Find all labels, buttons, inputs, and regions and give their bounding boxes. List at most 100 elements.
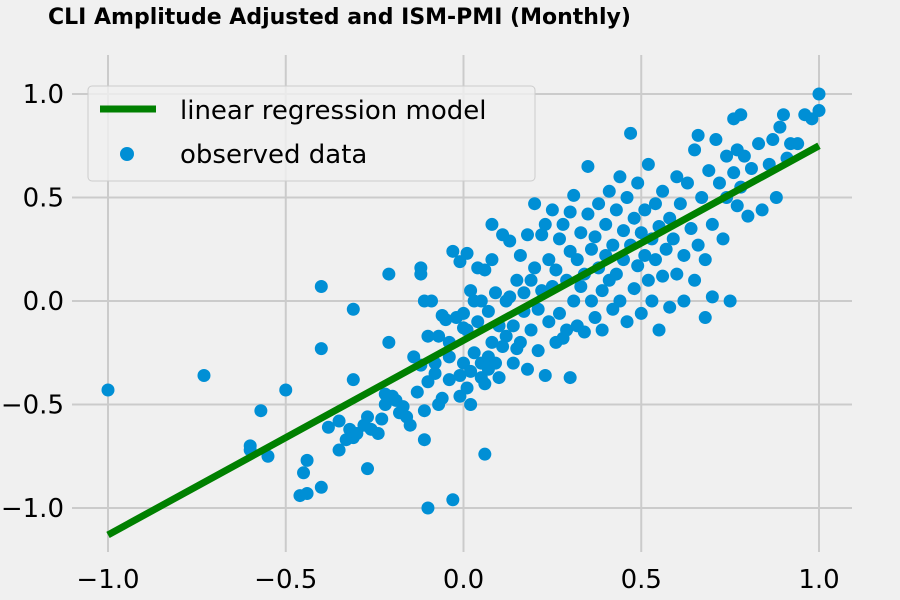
data-point (382, 267, 396, 281)
legend-marker-observed (120, 147, 134, 161)
data-point (659, 242, 673, 256)
data-point (506, 319, 520, 333)
data-point (560, 323, 574, 337)
data-point (297, 466, 311, 480)
data-point (670, 170, 684, 184)
data-point (702, 164, 716, 178)
data-point (439, 313, 453, 327)
data-point (279, 383, 293, 397)
data-point (666, 232, 680, 246)
y-tick-label: 1.0 (23, 80, 64, 110)
data-point (727, 166, 741, 180)
data-point (688, 143, 702, 157)
data-point (556, 217, 570, 231)
data-point (314, 280, 328, 294)
y-tick-label: −1.0 (1, 494, 64, 524)
data-point (417, 433, 431, 447)
data-point (563, 371, 577, 385)
data-point (361, 410, 375, 424)
data-point (520, 362, 534, 376)
data-point (766, 133, 780, 147)
data-point (627, 282, 641, 296)
chart-title: CLI Amplitude Adjusted and ISM-PMI (Mont… (48, 5, 631, 30)
data-point (503, 290, 517, 304)
data-point (425, 294, 439, 308)
data-point (684, 222, 698, 236)
data-point (197, 369, 211, 383)
data-point (549, 263, 563, 277)
data-point (638, 203, 652, 217)
data-point (542, 253, 556, 267)
data-point (488, 286, 502, 300)
data-point (631, 259, 645, 273)
data-point (346, 302, 360, 316)
data-point (528, 197, 542, 211)
data-point (535, 228, 549, 242)
data-point (481, 304, 495, 318)
data-point (531, 344, 545, 358)
data-point (506, 356, 520, 370)
data-point (588, 311, 602, 325)
data-point (332, 414, 346, 428)
data-point (542, 315, 556, 329)
x-tick-label: 1.0 (798, 565, 839, 595)
x-tick-label: −0.5 (254, 565, 317, 595)
data-point (627, 211, 641, 225)
data-point (652, 323, 666, 337)
data-point (656, 184, 670, 198)
data-point (620, 315, 634, 329)
data-point (478, 447, 492, 461)
data-point (574, 280, 588, 294)
data-point (588, 230, 602, 244)
data-point (638, 248, 652, 262)
data-point (446, 493, 460, 507)
data-point (446, 244, 460, 258)
data-point (361, 462, 375, 476)
data-point (663, 300, 677, 314)
data-point (723, 294, 737, 308)
data-point (552, 306, 566, 320)
data-point (428, 366, 442, 380)
data-point (620, 191, 634, 204)
data-point (531, 302, 545, 316)
data-point (457, 306, 470, 320)
data-point (599, 217, 613, 231)
data-point (101, 383, 115, 397)
data-point (812, 104, 826, 118)
data-point (332, 443, 346, 457)
data-point (698, 253, 712, 267)
data-point (631, 176, 645, 190)
data-point (752, 137, 766, 151)
data-point (741, 209, 755, 223)
data-point (709, 133, 723, 147)
regression-line (106, 142, 821, 538)
scatter-points (101, 87, 826, 515)
data-point (641, 273, 655, 287)
data-point (499, 329, 513, 343)
data-point (460, 246, 474, 260)
data-point (403, 418, 417, 432)
legend-label-regression: linear regression model (180, 96, 486, 126)
data-point (513, 248, 527, 262)
data-point (677, 294, 691, 308)
data-point (517, 286, 531, 300)
data-point (538, 369, 552, 383)
legend-label-observed: observed data (180, 140, 367, 170)
data-point (528, 261, 542, 275)
y-tick-label: 0.5 (23, 184, 64, 214)
data-point (300, 487, 314, 501)
data-point (648, 197, 662, 211)
data-point (410, 385, 424, 399)
data-point (634, 226, 648, 240)
data-point (478, 377, 492, 391)
data-point (705, 290, 719, 304)
data-point (673, 197, 687, 211)
data-point (485, 335, 499, 349)
data-point (254, 404, 268, 418)
x-tick-label: 0.0 (443, 565, 484, 595)
data-point (595, 284, 609, 298)
data-point (812, 87, 826, 101)
data-point (478, 263, 492, 277)
data-point (791, 137, 805, 151)
y-tick-label: 0.0 (23, 287, 64, 317)
